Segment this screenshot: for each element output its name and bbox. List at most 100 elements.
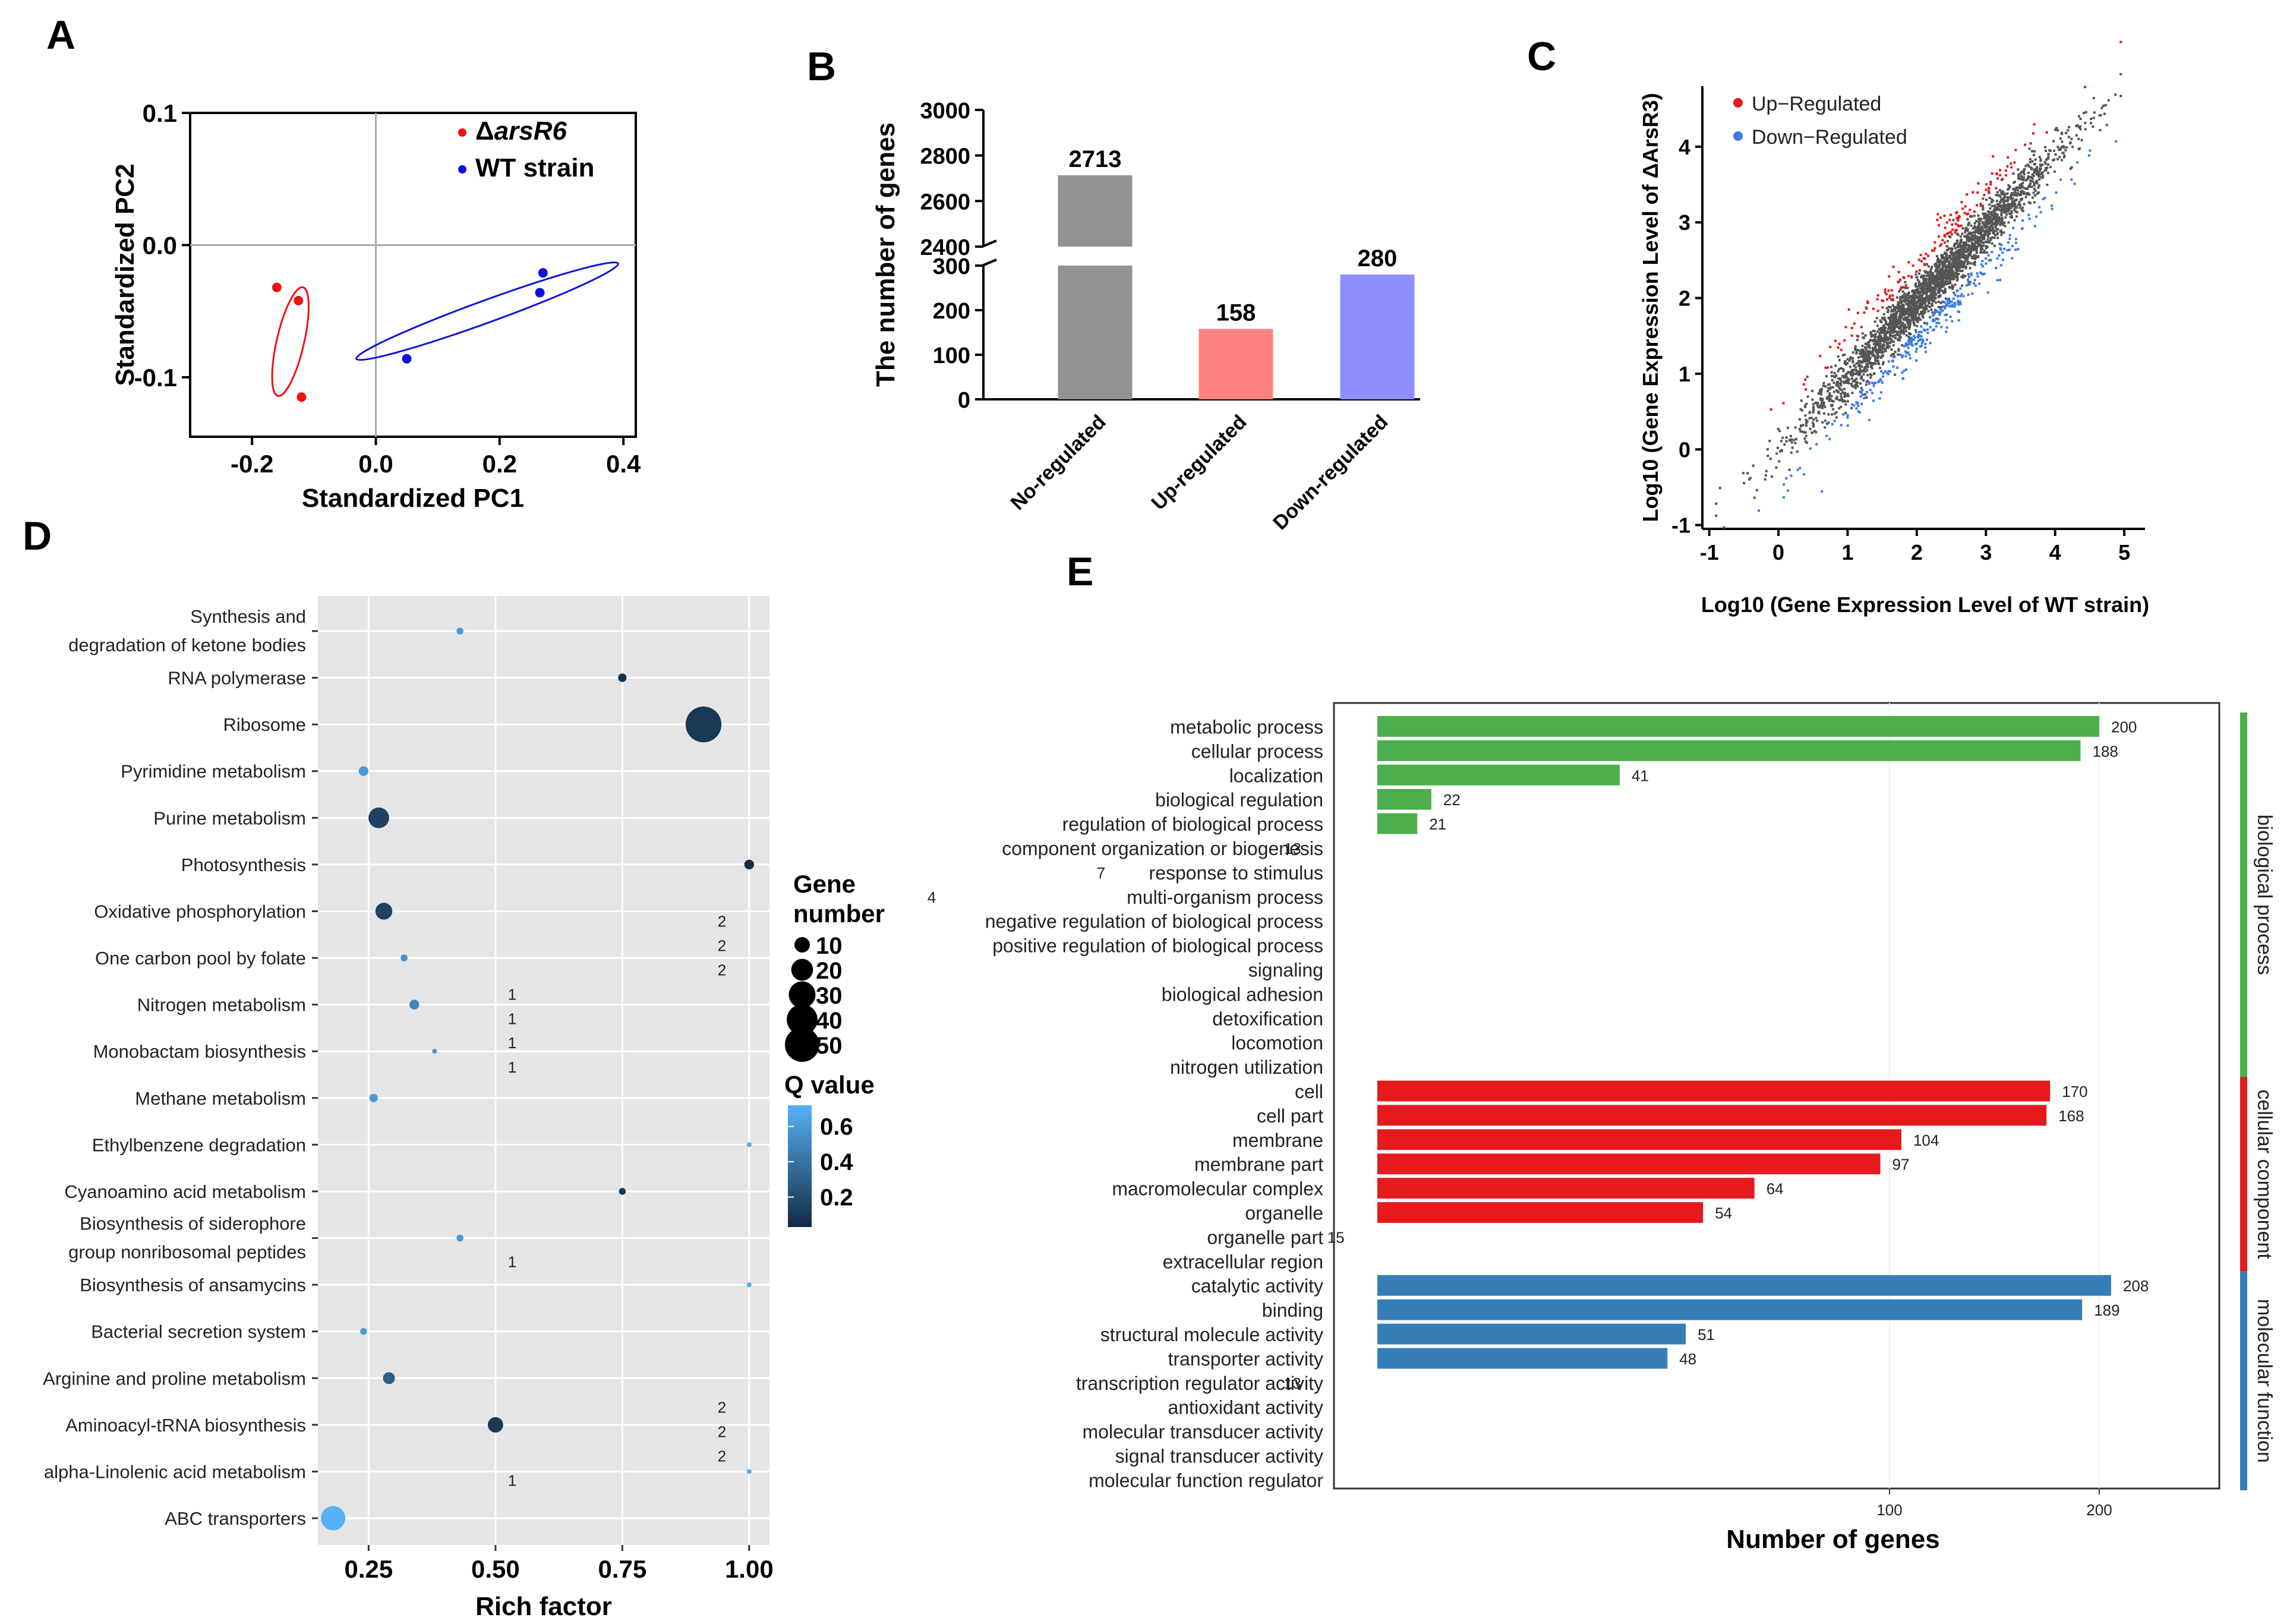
scatter-point-no [2033,150,2036,153]
scatter-point-up [1872,307,1875,310]
scatter-point-no [1901,344,1904,347]
scatter-point-no [1746,472,1749,475]
scatter-point-no [1920,283,1923,286]
scatter-point-no [1917,305,1920,308]
scatter-point-no [1764,478,1767,481]
scatter-point-no [2007,207,2010,210]
scatter-point-no [1965,258,1968,261]
pca-ytick-label: 0.1 [143,99,177,127]
scatter-point-no [1975,251,1978,254]
scatter-point-no [2008,185,2011,188]
scatter-point-no [2039,169,2042,172]
scatter-point-no [2049,149,2052,152]
scatter-point-no [2031,177,2034,180]
scatter-point-up [1950,233,1953,236]
scatter-point-down [1942,305,1945,308]
scatter-point-no [1928,290,1931,293]
scatter-point-no [1954,247,1957,250]
scatter-point-no [1913,324,1916,327]
scatter-point-no [1838,407,1841,410]
scatter-point-no [1822,401,1825,404]
scatter-point-down [1996,257,1999,260]
scatter-point-no [1980,251,1983,254]
scatter-point-no [1866,360,1869,362]
scatter-point-no [1928,305,1931,308]
kegg-size-legend-dot [794,937,810,953]
scatter-point-no [1969,248,1972,251]
scatter-point-no [1920,305,1923,308]
scatter-point-down [1903,370,1906,373]
scatter-point-no [1753,496,1756,499]
go-value-label: 2 [718,1399,726,1417]
scatter-point-no [1838,386,1841,389]
scatter-point-no [1808,417,1811,420]
scatter-point-no [1914,282,1917,285]
scatter-point-no [1941,267,1944,270]
scatter-point-down [1857,410,1860,413]
scatter-point-no [1974,229,1977,232]
bar-ytick-label: 3000 [920,99,970,124]
bar-category-label: Up-regulated [1147,411,1251,515]
scatter-point-down [1954,294,1957,297]
scatter-point-no [1881,317,1884,320]
scatter-point-no [1898,335,1901,338]
scatter-point-no [1929,294,1932,297]
kegg-category-label: Biosynthesis of ansamycins [80,1275,306,1295]
scatter-point-no [2040,176,2043,179]
scatter-point-no [1863,352,1866,355]
scatter-point-no [1993,244,1996,247]
scatter-point-no [1922,292,1925,295]
scatter-point-no [2040,172,2043,175]
scatter-point-no [1945,279,1948,282]
scatter-point-no [1888,325,1891,328]
scatter-point-no [1926,286,1929,289]
scatter-point-up [1957,215,1960,217]
scatter-point-no [1879,337,1882,340]
scatter-point-no [1869,376,1872,379]
scatter-point-up [2029,142,2032,145]
scatter-point-down [1879,378,1882,381]
scatter-point-no [1981,238,1984,241]
scatter-point-down [1999,264,2002,267]
scatter-point-no [1956,256,1959,259]
scatter-point-no [1898,339,1901,342]
scatter-point-no [1932,276,1935,279]
scatter-point-no [1853,368,1856,371]
kegg-bubble [375,903,393,920]
scatter-point-no [1967,222,1970,225]
scatter-point-no [2013,200,2015,203]
scatter-point-no [2102,105,2105,108]
bar-ytick-label: 300 [933,254,970,279]
scatter-point-no [2014,206,2017,209]
scatter-point-down [1982,265,1985,268]
scatter-point-no [1912,320,1915,323]
scatter-point-down [1866,390,1869,393]
scatter-point-down [1803,473,1806,476]
scatter-point-no [1812,409,1815,412]
scatter-xtick-label: -1 [1700,540,1719,565]
scatter-point-no [2023,169,2026,172]
scatter-point-no [1854,347,1857,350]
scatter-point-down [1980,272,1983,275]
scatter-point-no [1955,242,1958,245]
scatter-point-down [2008,237,2011,240]
kegg-category-label: Monobactam biosynthesis [93,1041,306,1062]
scatter-point-no [1843,395,1846,398]
scatter-point-no [1963,249,1966,252]
scatter-point-no [1909,324,1912,327]
scatter-point-no [1928,295,1931,298]
scatter-point-no [1879,351,1882,354]
go-value-label: 41 [1632,767,1649,784]
scatter-point-no [1994,226,1997,229]
scatter-point-no [1812,418,1815,421]
scatter-point-no [1956,278,1959,281]
scatter-point-no [1955,271,1958,274]
scatter-point-no [1799,408,1802,411]
scatter-point-no [1864,354,1867,357]
scatter-point-no [1994,209,1997,212]
scatter-point-no [1904,318,1907,321]
kegg-category-label: ABC transporters [165,1508,306,1529]
scatter-point-no [1805,442,1808,444]
go-bar [1377,1202,1704,1223]
scatter-point-no [1869,332,1872,335]
